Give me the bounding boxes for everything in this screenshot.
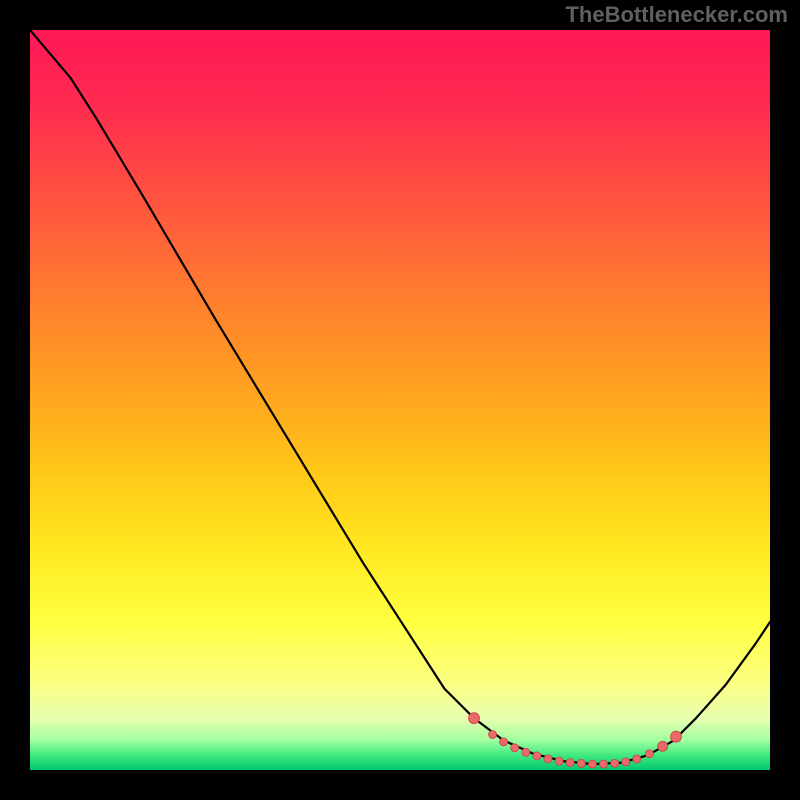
watermark-text: TheBottlenecker.com — [565, 2, 788, 28]
marker-point — [600, 760, 608, 768]
marker-point — [500, 738, 508, 746]
marker-point — [555, 757, 563, 765]
marker-point — [544, 755, 552, 763]
plot-area — [30, 30, 770, 770]
marker-point — [658, 741, 668, 751]
chart-overlay — [30, 30, 770, 770]
marker-point — [645, 750, 653, 758]
marker-point — [611, 759, 619, 767]
marker-point — [622, 758, 630, 766]
marker-point — [588, 760, 596, 768]
marker-point — [566, 759, 574, 767]
marker-point — [469, 713, 480, 724]
marker-point — [671, 731, 682, 742]
bottleneck-curve — [30, 30, 770, 764]
marker-group — [469, 713, 682, 768]
marker-point — [577, 759, 585, 767]
marker-point — [533, 752, 541, 760]
marker-point — [522, 748, 530, 756]
marker-point — [633, 755, 641, 763]
marker-point — [489, 730, 497, 738]
marker-point — [511, 744, 519, 752]
